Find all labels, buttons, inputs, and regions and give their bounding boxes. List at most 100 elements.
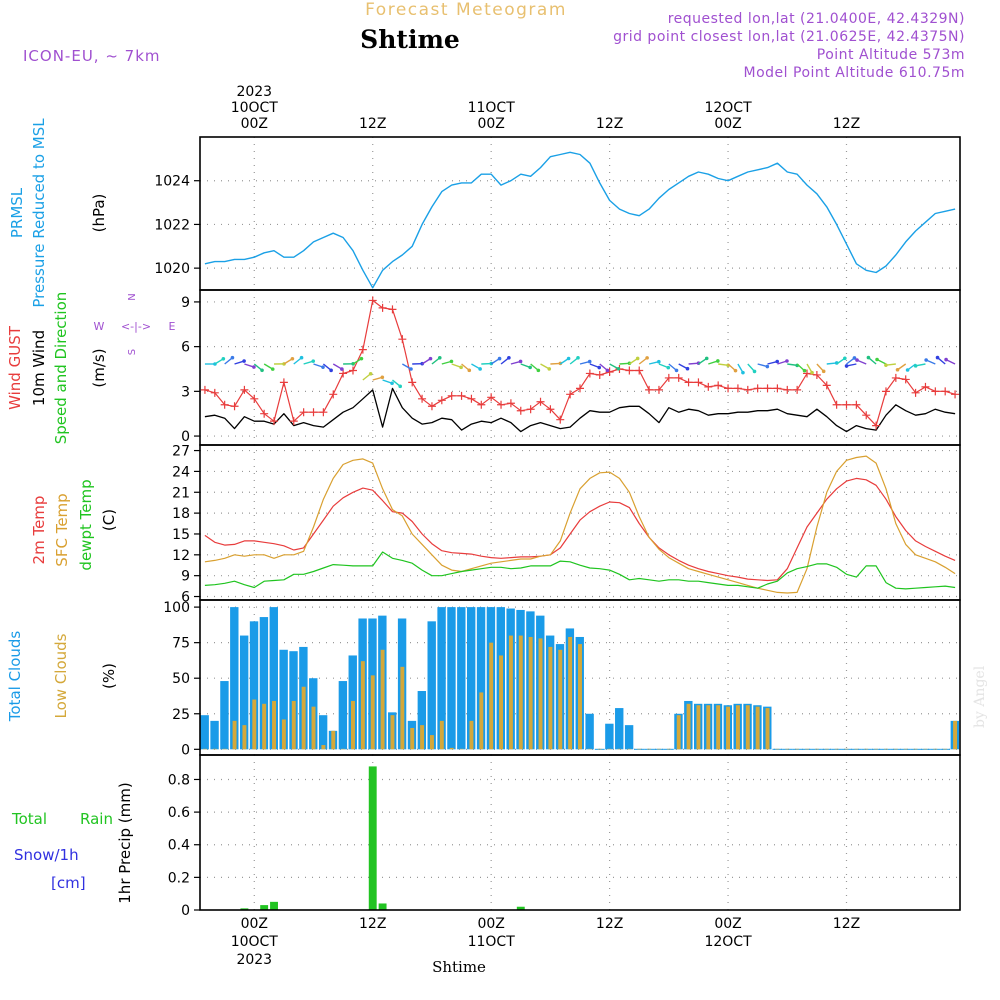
gust-marker-38: [576, 384, 584, 393]
wind-dir-head-75: [935, 355, 940, 360]
wind-dir-head-32: [528, 365, 532, 370]
wind-ytick-label-3: 9: [181, 295, 190, 311]
total-cloud-bar-14: [338, 681, 348, 750]
gust-marker-31: [506, 399, 515, 408]
wind-dir-head-56: [765, 364, 770, 369]
low-cloud-bar-15: [351, 700, 355, 750]
low-cloud-bar-28: [479, 692, 484, 750]
total-cloud-bar-28: [476, 607, 486, 750]
model-label: ICON-EU, ~ 7km: [23, 47, 161, 65]
low-cloud-bar-62: [814, 748, 819, 750]
total-cloud-bar-9: [289, 651, 298, 750]
wind-dir-head-27: [478, 367, 482, 371]
low-cloud-bar-75: [943, 748, 948, 750]
gust-marker-26: [457, 391, 466, 400]
low-cloud-bar-14: [341, 748, 346, 750]
low-cloud-bar-4: [242, 725, 247, 750]
wind-label-10m: 10m Wind: [30, 330, 48, 406]
low-cloud-bar-30: [499, 655, 504, 750]
low-cloud-bar-2: [222, 748, 227, 750]
wind-dir-head-48: [685, 366, 690, 371]
time-bottom-label-1-0: 12Z: [359, 916, 386, 932]
low-cloud-bar-17: [370, 675, 375, 750]
plot-content: [200, 151, 960, 910]
gust-marker-75: [941, 387, 950, 396]
low-cloud-bar-68: [874, 748, 879, 750]
wind-dir-head-12: [329, 368, 333, 373]
low-cloud-bar-33: [528, 636, 533, 750]
total-cloud-bar-24: [437, 607, 446, 750]
gust-marker-2: [220, 400, 229, 409]
low-cloud-bar-54: [735, 705, 740, 750]
total-cloud-bar-41: [605, 723, 614, 750]
temperature-ytick-label-5: 21: [172, 485, 190, 501]
gust-marker-51: [704, 382, 713, 391]
low-cloud-bar-43: [627, 748, 632, 750]
wind-dir-head-62: [821, 369, 826, 374]
wind-dir-head-70: [884, 363, 888, 367]
wind-dir-head-24: [449, 359, 454, 364]
precip-bar-3: [368, 766, 377, 910]
gust-marker-72: [911, 388, 920, 397]
wind-dir-head-22: [428, 356, 433, 361]
low-cloud-bar-32: [518, 635, 523, 750]
panel-frames: [199, 136, 961, 911]
wind-dir-head-37: [576, 356, 580, 360]
pressure-ytick-label-1: 1022: [154, 217, 190, 233]
footer-location: Shtime: [432, 958, 486, 976]
pressure-ytick-label-0: 1020: [154, 261, 190, 277]
pressure-line: [204, 151, 956, 289]
time-top-label-4-0: 12OCT: [704, 100, 752, 116]
wind-dir-head-26: [467, 368, 472, 373]
low-cloud-bar-5: [252, 699, 257, 750]
low-cloud-bar-27: [469, 720, 474, 750]
point-altitude: Point Altitude 573m: [817, 47, 965, 63]
temperature-ytick-label-1: 9: [181, 569, 190, 585]
low-cloud-bar-49: [686, 703, 691, 750]
low-cloud-bar-16: [360, 661, 365, 750]
wind-dir-head-38: [587, 359, 592, 364]
temperature-ytick-label-0: 6: [181, 590, 190, 606]
low-cloud-bar-1: [212, 748, 217, 750]
gust-marker-71: [901, 375, 910, 384]
temp-2m-line: [204, 477, 956, 582]
wind-dir-head-30: [507, 356, 511, 360]
gust-marker-63: [822, 381, 831, 390]
low-cloud-bar-52: [716, 705, 721, 750]
time-bottom-label-0-1: 10OCT: [231, 934, 279, 950]
time-bottom-label-2-1: 11OCT: [468, 934, 516, 950]
wind-dir-head-33: [536, 368, 541, 373]
wind-label-dir: Speed and Direction: [52, 292, 70, 445]
gust-marker-44: [635, 366, 644, 375]
precip-bar-5: [516, 906, 525, 910]
precip-bar-4: [378, 903, 387, 910]
wind-dir-head-19: [398, 384, 402, 389]
wind-dir-head-29: [497, 356, 502, 361]
location-title: Shtime: [360, 25, 460, 54]
precip-ytick-label-4: 0.8: [168, 772, 190, 788]
temp-sfc-line: [204, 455, 956, 594]
precip-ytick-label-3: 0.6: [168, 805, 190, 821]
top-title: Forecast Meteogram: [365, 0, 567, 20]
gust-marker-49: [684, 378, 693, 387]
total-cloud-bar-25: [447, 607, 456, 750]
low-cloud-bar-58: [775, 748, 780, 750]
total-cloud-bar-8: [279, 649, 288, 750]
gust-marker-9: [289, 417, 298, 426]
gust-marker-14: [339, 369, 348, 378]
clouds-ytick-label-1: 25: [172, 707, 190, 723]
time-top-label-2-0: 11OCT: [468, 100, 516, 116]
wind-dir-head-18: [390, 381, 394, 386]
precip-ytick-label-2: 0.4: [168, 838, 190, 854]
wind-dir-head-68: [866, 355, 871, 360]
compass-s: S: [127, 349, 138, 355]
low-cloud-bar-47: [666, 748, 671, 750]
low-cloud-bar-6: [262, 703, 267, 750]
low-cloud-bar-9: [291, 700, 296, 750]
wind-dir-head-1: [221, 356, 226, 361]
gust-marker-46: [654, 385, 663, 394]
gust-marker-59: [783, 385, 792, 394]
wind-dir-head-3: [242, 359, 246, 363]
